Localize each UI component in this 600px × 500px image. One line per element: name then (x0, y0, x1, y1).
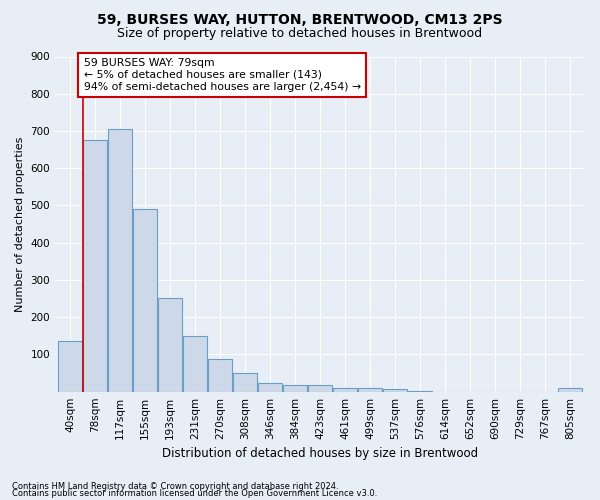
Bar (183, 336, 207, 392)
Bar (358, 388, 382, 392)
Bar (383, 388, 407, 392)
Bar (258, 384, 282, 392)
Text: 59 BURSES WAY: 79sqm
← 5% of detached houses are smaller (143)
94% of semi-detac: 59 BURSES WAY: 79sqm ← 5% of detached ho… (84, 58, 361, 92)
Bar (283, 385, 307, 392)
Text: Contains public sector information licensed under the Open Government Licence v3: Contains public sector information licen… (12, 490, 377, 498)
Text: Size of property relative to detached houses in Brentwood: Size of property relative to detached ho… (118, 28, 482, 40)
Bar (308, 385, 332, 392)
Bar (133, 209, 157, 392)
Bar (58, 342, 82, 392)
Bar (158, 298, 182, 392)
Bar (208, 359, 232, 392)
Bar (233, 373, 257, 392)
Text: Contains HM Land Registry data © Crown copyright and database right 2024.: Contains HM Land Registry data © Crown c… (12, 482, 338, 491)
X-axis label: Distribution of detached houses by size in Brentwood: Distribution of detached houses by size … (162, 447, 478, 460)
Text: 59, BURSES WAY, HUTTON, BRENTWOOD, CM13 2PS: 59, BURSES WAY, HUTTON, BRENTWOOD, CM13 … (97, 12, 503, 26)
Bar (333, 388, 357, 392)
Bar (108, 129, 132, 392)
Bar (83, 140, 107, 392)
Y-axis label: Number of detached properties: Number of detached properties (15, 136, 25, 312)
Bar (558, 388, 582, 392)
